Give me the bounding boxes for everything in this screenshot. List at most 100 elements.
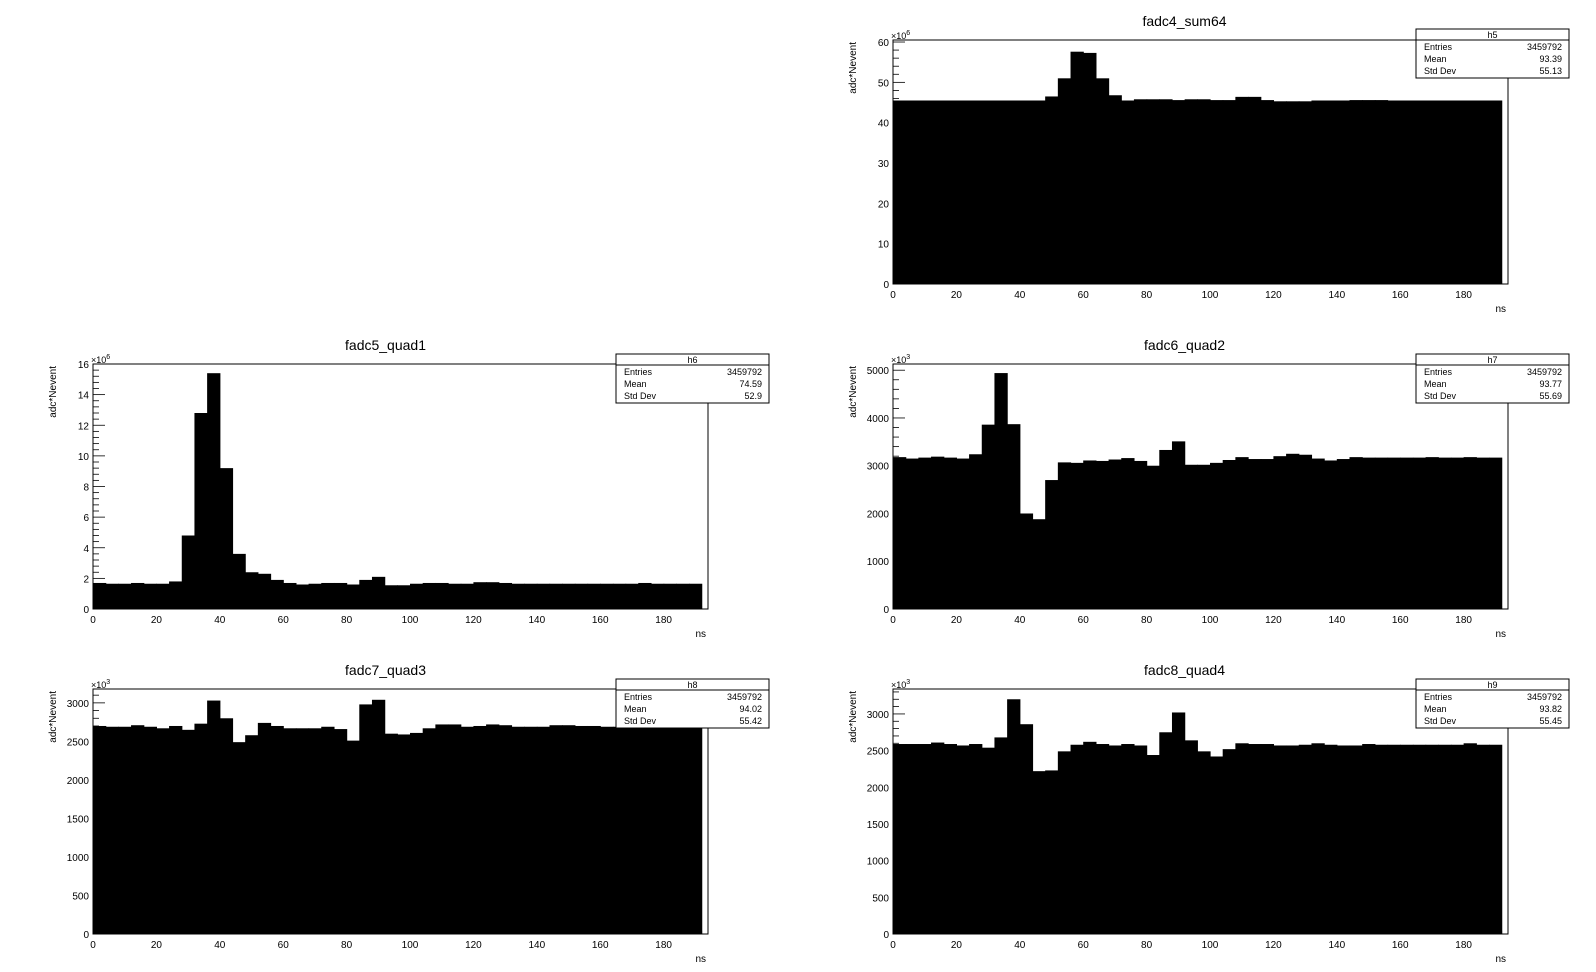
histogram-bar <box>600 583 614 609</box>
histogram-bar <box>422 582 436 609</box>
histogram-bar <box>1121 744 1135 934</box>
histogram-bar <box>1032 771 1046 934</box>
histogram-bar <box>638 582 652 609</box>
histogram-bar <box>410 732 424 934</box>
x-tick-label: 60 <box>1078 940 1090 951</box>
histogram-bar <box>1412 100 1427 284</box>
histogram-bar <box>1146 465 1160 609</box>
histogram-bar <box>625 726 639 934</box>
histogram-bar <box>1273 745 1287 934</box>
histogram-bar <box>371 576 386 609</box>
histogram-bar <box>536 726 551 934</box>
x-tick-label: 120 <box>1265 615 1282 626</box>
stats-row-label: Std Dev <box>1424 66 1457 76</box>
y-axis-exponent: ×106 <box>91 354 110 365</box>
histogram-bar <box>1425 457 1439 609</box>
histogram-bar <box>931 456 945 609</box>
plot-frame <box>892 688 1509 935</box>
y-axis: 0 10 20 30 40 50 60×106 adc*Nevent <box>848 30 910 291</box>
histogram-bar <box>283 728 297 934</box>
y-tick-label: 0 <box>883 280 889 291</box>
x-axis-label: ns <box>1495 304 1506 315</box>
stats-box: h9 Entries 3459792 Mean 93.82 Std Dev 55.45 <box>1415 678 1570 729</box>
y-tick-label: 12 <box>78 421 90 432</box>
histogram-bar <box>549 583 563 609</box>
histogram-bar <box>574 583 589 609</box>
histogram-bar <box>131 725 145 934</box>
histogram-bar <box>410 583 424 609</box>
histogram-bar <box>1210 462 1224 609</box>
y-tick-label: 30 <box>878 159 890 170</box>
histogram-bar <box>1260 100 1275 284</box>
histogram-bar <box>257 573 272 609</box>
histogram-bar <box>1070 462 1084 609</box>
chart-title: fadc5_quad1 <box>345 337 426 353</box>
histogram-bar <box>257 722 272 934</box>
x-tick-label: 40 <box>1014 940 1026 951</box>
histogram-bar <box>93 582 107 609</box>
histogram-bar <box>969 744 983 934</box>
x-tick-label: 60 <box>1078 290 1090 301</box>
histogram-bar <box>1222 100 1236 284</box>
histogram-bar <box>1362 100 1376 284</box>
histogram-bar <box>270 579 284 609</box>
histogram-bar <box>1286 101 1300 284</box>
y-tick-label: 2 <box>83 574 89 585</box>
y-tick-label: 1000 <box>67 853 90 864</box>
stats-row-value: 94.02 <box>739 704 762 714</box>
y-axis: 0 2 4 6 8 10 12 14 16 ×106 adc*Nevent <box>48 354 110 616</box>
histogram-bar <box>1374 100 1389 284</box>
histogram-bar <box>1121 100 1135 284</box>
histogram-bar <box>650 583 665 609</box>
histogram-bar <box>1450 744 1465 934</box>
histogram-bar <box>1121 458 1135 609</box>
histogram-bar <box>460 726 475 934</box>
histogram-bar <box>587 583 601 609</box>
x-tick-label: 0 <box>890 615 896 626</box>
x-tick-label: 180 <box>1455 615 1472 626</box>
x-tick-label: 160 <box>1392 290 1409 301</box>
stats-row-label: Std Dev <box>1424 716 1457 726</box>
histogram-bar <box>905 744 919 934</box>
histogram-bar <box>359 579 373 609</box>
histogram-bar <box>1171 100 1186 284</box>
histogram-bar <box>143 726 158 934</box>
y-tick-label: 0 <box>883 930 889 941</box>
y-axis-exponent-power: 3 <box>906 354 910 361</box>
histogram-bar <box>688 583 703 609</box>
histogram-bar <box>1019 100 1034 284</box>
stats-name: h7 <box>1487 355 1497 365</box>
histogram-bar <box>1248 459 1262 609</box>
histogram-bar <box>574 725 589 934</box>
chart-title: fadc7_quad3 <box>345 662 426 678</box>
y-tick-label: 4 <box>83 544 89 555</box>
histogram-bar <box>1425 100 1439 284</box>
histogram-bar <box>1159 449 1173 609</box>
histogram-bar <box>994 100 1008 284</box>
histogram-bar <box>498 725 513 934</box>
histogram-bar <box>1463 100 1477 284</box>
histogram-bar <box>1133 460 1148 609</box>
histogram-bar <box>448 583 462 609</box>
histogram-bar <box>918 744 932 934</box>
x-tick-label: 160 <box>592 940 609 951</box>
histogram-bar <box>181 535 196 609</box>
histogram-bar <box>232 742 246 934</box>
histogram-bar <box>321 582 335 609</box>
histogram-bar <box>283 582 297 609</box>
histogram-bar <box>169 581 183 609</box>
histogram-bar <box>295 584 310 609</box>
histogram-bar <box>638 726 652 934</box>
histogram-bar <box>1374 744 1389 934</box>
y-tick-label: 10 <box>878 240 890 251</box>
histogram-bar <box>663 583 677 609</box>
stats-row-label: Mean <box>1424 379 1447 389</box>
histogram-bar <box>1349 100 1363 284</box>
histogram-bar <box>1311 743 1325 934</box>
histogram-bar <box>143 583 158 609</box>
histogram-bar <box>333 582 348 609</box>
histogram-bar <box>1184 99 1198 284</box>
stats-box-frame <box>1415 28 1570 79</box>
histogram-panel: fadc8_quad4 0 20 40 60 80 100 120 140 160 180 ns 0 50… <box>848 662 1570 965</box>
